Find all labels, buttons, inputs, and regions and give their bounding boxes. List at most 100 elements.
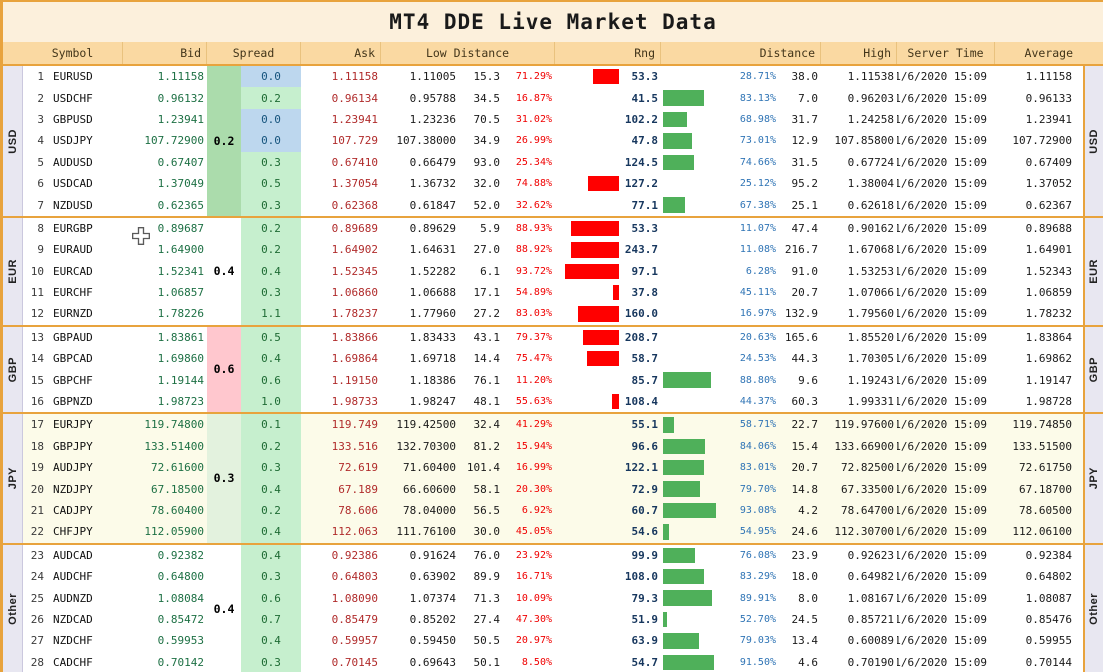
bid-cell[interactable]: 1.19144 [157, 373, 204, 387]
symbol-cell[interactable]: EURJPY [53, 418, 93, 432]
range-cell[interactable]: 160.0 [624, 307, 658, 321]
high-distance-pips-cell[interactable]: 23.9 [791, 548, 819, 562]
server-time-cell[interactable]: 1/6/2020 15:09 [897, 243, 987, 257]
header-rng[interactable]: Rng [555, 42, 661, 64]
low-distance-pips-cell[interactable]: 32.0 [473, 177, 501, 191]
average-cell[interactable]: 1.52343 [1025, 264, 1072, 278]
header-symbol[interactable]: Symbol [23, 42, 123, 64]
symbol-cell[interactable]: NZDUSD [53, 198, 93, 212]
low-distance-percent-cell[interactable]: 41.29% [515, 419, 552, 431]
server-time-cell[interactable]: 1/6/2020 15:09 [897, 134, 987, 148]
high-cell[interactable]: 1.07066 [847, 286, 894, 300]
low-distance-pips-cell[interactable]: 76.1 [473, 373, 501, 387]
low-distance-percent-cell[interactable]: 11.20% [515, 374, 552, 386]
average-cell[interactable]: 67.18700 [1019, 482, 1072, 496]
low-distance-percent-cell[interactable]: 15.94% [515, 440, 552, 452]
average-cell[interactable]: 1.98728 [1025, 395, 1072, 409]
low-cell[interactable]: 1.18386 [409, 373, 456, 387]
high-distance-percent-cell[interactable]: 16.97% [739, 308, 776, 320]
bid-cell[interactable]: 0.85472 [157, 612, 204, 626]
table-row[interactable]: 25 AUDNZD 1.08084 0.6 1.08090 1.07374 71… [23, 587, 1083, 609]
low-cell[interactable]: 1.07374 [409, 591, 456, 605]
ask-cell[interactable]: 78.606 [338, 504, 378, 517]
low-distance-percent-cell[interactable]: 16.99% [515, 462, 552, 474]
bid-cell[interactable]: 1.52341 [157, 264, 204, 278]
high-distance-percent-cell[interactable]: 91.50% [739, 656, 776, 668]
average-cell[interactable]: 1.19147 [1025, 373, 1072, 387]
symbol-cell[interactable]: CADCHF [53, 655, 93, 669]
high-distance-percent-cell[interactable]: 20.63% [739, 331, 776, 343]
high-distance-percent-cell[interactable]: 79.70% [739, 483, 776, 495]
high-cell[interactable]: 112.30700 [834, 525, 894, 539]
server-time-cell[interactable]: 1/6/2020 15:09 [897, 482, 987, 496]
low-distance-pips-cell[interactable]: 52.0 [473, 198, 501, 212]
low-distance-pips-cell[interactable]: 93.0 [473, 155, 501, 169]
low-distance-percent-cell[interactable]: 26.99% [515, 135, 552, 147]
server-time-cell[interactable]: 1/6/2020 15:09 [897, 570, 987, 584]
high-distance-pips-cell[interactable]: 15.4 [791, 439, 819, 453]
table-row[interactable]: 24 AUDCHF 0.64800 0.3 0.64803 0.63902 89… [23, 565, 1083, 588]
group-average-spread-cell[interactable]: 0.4 [207, 544, 241, 672]
average-cell[interactable]: 1.06859 [1025, 286, 1072, 300]
low-distance-percent-cell[interactable]: 54.89% [515, 287, 552, 299]
group-average-spread-cell[interactable]: 0.3 [207, 414, 241, 543]
average-cell[interactable]: 1.83864 [1025, 330, 1072, 344]
range-cell[interactable]: 55.1 [631, 418, 659, 432]
low-cell[interactable]: 66.60600 [403, 482, 456, 496]
low-cell[interactable]: 0.63902 [409, 570, 456, 584]
symbol-cell[interactable]: EURCAD [53, 264, 93, 278]
high-distance-pips-cell[interactable]: 4.6 [798, 655, 818, 669]
table-row[interactable]: 14 GBPCAD 1.69860 0.4 1.69864 1.69718 14… [23, 348, 1083, 370]
low-distance-percent-cell[interactable]: 88.93% [515, 222, 552, 234]
high-distance-percent-cell[interactable]: 52.70% [739, 613, 776, 625]
low-distance-percent-cell[interactable]: 32.62% [515, 199, 552, 211]
range-cell[interactable]: 60.7 [631, 504, 659, 517]
average-cell[interactable]: 1.64901 [1025, 243, 1072, 257]
range-cell[interactable]: 54.7 [631, 655, 659, 669]
high-distance-percent-cell[interactable]: 28.71% [739, 71, 776, 83]
low-distance-percent-cell[interactable]: 45.05% [515, 526, 552, 538]
low-distance-pips-cell[interactable]: 71.3 [473, 591, 501, 605]
low-distance-pips-cell[interactable]: 27.2 [473, 307, 501, 321]
symbol-cell[interactable]: NZDCAD [53, 612, 93, 626]
server-time-cell[interactable]: 1/6/2020 15:09 [897, 177, 987, 191]
range-cell[interactable]: 79.3 [631, 591, 659, 605]
average-cell[interactable]: 1.11158 [1025, 70, 1072, 84]
average-cell[interactable]: 119.74850 [1012, 418, 1072, 432]
range-cell[interactable]: 108.4 [624, 395, 658, 409]
spread-cell[interactable]: 0.2 [241, 87, 301, 109]
bid-cell[interactable]: 67.18500 [151, 482, 204, 496]
range-cell[interactable]: 58.7 [631, 352, 659, 366]
table-row[interactable]: 10 EURCAD 1.52341 0.4 1.52345 1.52282 6.… [23, 260, 1083, 282]
spread-cell[interactable]: 0.6 [241, 587, 301, 609]
symbol-cell[interactable]: USDCHF [53, 91, 93, 105]
header-high[interactable]: High [821, 42, 897, 64]
high-distance-percent-cell[interactable]: 74.66% [739, 156, 776, 168]
bid-cell[interactable]: 0.59953 [157, 634, 204, 648]
symbol-cell[interactable]: EURGBP [53, 221, 93, 235]
low-cell[interactable]: 0.95788 [409, 91, 456, 105]
range-cell[interactable]: 53.3 [631, 70, 659, 84]
ask-cell[interactable]: 1.69864 [331, 352, 378, 366]
symbol-cell[interactable]: GBPCAD [53, 352, 93, 366]
high-distance-percent-cell[interactable]: 54.95% [739, 526, 776, 538]
range-cell[interactable]: 51.9 [631, 612, 659, 626]
table-row[interactable]: 13 GBPAUD 1.83861 0.5 1.83866 1.83433 43… [23, 326, 1083, 349]
header-server-time[interactable]: Server Time [897, 42, 995, 64]
average-cell[interactable]: 0.96133 [1025, 91, 1072, 105]
spread-cell[interactable]: 0.0 [241, 66, 301, 88]
high-distance-percent-cell[interactable]: 25.12% [739, 178, 776, 190]
group-average-spread-cell[interactable]: 0.4 [207, 217, 241, 325]
table-row[interactable]: 17 EURJPY 119.74800 0.1 119.749 119.4250… [23, 414, 1083, 436]
high-distance-pips-cell[interactable]: 20.7 [791, 461, 819, 475]
low-distance-percent-cell[interactable]: 16.71% [515, 571, 552, 583]
ask-cell[interactable]: 1.06860 [331, 286, 378, 300]
average-cell[interactable]: 1.08087 [1025, 591, 1072, 605]
high-cell[interactable]: 0.96203 [847, 91, 894, 105]
low-distance-pips-cell[interactable]: 56.5 [473, 504, 501, 517]
symbol-cell[interactable]: AUDCHF [53, 570, 93, 584]
spread-cell[interactable]: 0.5 [241, 172, 301, 195]
high-distance-percent-cell[interactable]: 11.07% [739, 222, 776, 234]
low-distance-pips-cell[interactable]: 70.5 [473, 112, 501, 126]
header-distance[interactable]: Distance [661, 42, 821, 64]
